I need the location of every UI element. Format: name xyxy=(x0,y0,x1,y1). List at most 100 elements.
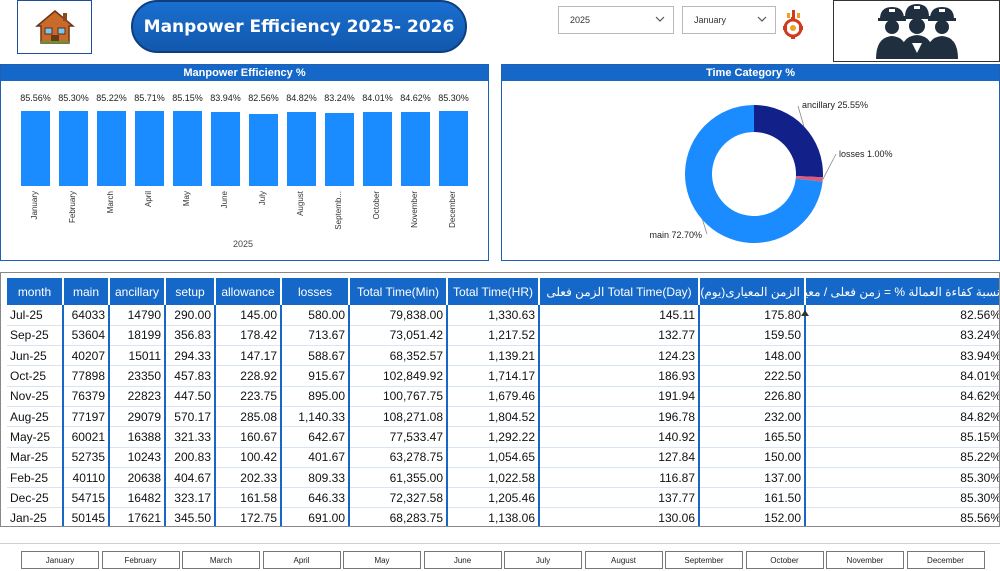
table-cell: May-25 xyxy=(7,426,64,448)
table-row[interactable]: Mar-25 52735 10243 200.83 100.42 401.67 63,278… xyxy=(7,447,999,468)
table-row[interactable]: Dec-25 54715 16482 323.17 161.58 646.33 72,327… xyxy=(7,487,999,509)
efficiency-bar[interactable] xyxy=(135,110,164,186)
donut-leader-line xyxy=(797,105,805,127)
donut-slice-main[interactable] xyxy=(685,105,823,244)
table-row[interactable]: Sep-25 53604 18199 356.83 178.42 713.67 73,051… xyxy=(7,325,999,347)
table-cell: Jul-25 xyxy=(7,305,64,326)
table-row[interactable]: Jan-25 50145 17621 345.50 172.75 691.00 68,283… xyxy=(7,507,999,526)
slicer-month-march[interactable]: March xyxy=(182,551,260,569)
x-tick-label: April xyxy=(143,191,153,208)
table-cell: 580.00 xyxy=(281,305,350,326)
slicer-month-april[interactable]: April xyxy=(262,551,341,569)
efficiency-bar[interactable] xyxy=(439,111,468,186)
column-header[interactable]: ancillary xyxy=(109,278,166,305)
table-cell: 345.50 xyxy=(165,507,216,526)
donut-label-main: main 72.70% xyxy=(649,230,702,240)
table-cell: Feb-25 xyxy=(7,467,64,489)
column-header[interactable]: allowance xyxy=(215,278,282,305)
table-cell: 1,205.46 xyxy=(447,487,540,509)
table-row[interactable]: Oct-25 77898 23350 457.83 228.92 915.67 102,84… xyxy=(7,365,999,387)
table-cell: 53604 xyxy=(63,325,110,347)
table-cell: 915.67 xyxy=(281,365,350,387)
table-row[interactable]: Nov-25 76379 22823 447.50 223.75 895.00 100,76… xyxy=(7,386,999,407)
efficiency-bar[interactable] xyxy=(173,111,202,186)
slicer-month-december[interactable]: December xyxy=(906,551,985,569)
x-tick-label: August xyxy=(295,191,305,216)
column-header[interactable]: main xyxy=(63,278,110,305)
slicer-month-october[interactable]: October xyxy=(745,551,824,569)
table-cell: 10243 xyxy=(109,447,166,468)
bar-data-label: 83.94% xyxy=(210,93,241,103)
table-cell: 17621 xyxy=(109,507,166,526)
bar-data-label: 85.56% xyxy=(20,93,51,103)
column-header[interactable]: month xyxy=(7,278,64,305)
table-cell: 223.75 xyxy=(215,386,282,407)
bar-data-label: 84.62% xyxy=(400,93,431,103)
sort-indicator-icon[interactable] xyxy=(801,303,809,316)
donut-leader-line xyxy=(702,219,708,235)
x-tick-label: December xyxy=(447,191,457,228)
table-cell: 18199 xyxy=(109,325,166,347)
month-slicer: January February March April May June July Augu… xyxy=(0,543,1000,571)
x-tick-label: February xyxy=(67,191,77,224)
efficiency-bar[interactable] xyxy=(21,110,50,186)
gear-icon[interactable] xyxy=(781,9,805,39)
column-header[interactable]: Total Time(HR) xyxy=(447,278,540,305)
table-cell: 108,271.08 xyxy=(349,406,448,428)
slicer-month-june[interactable]: June xyxy=(423,551,502,569)
table-cell: 186.93 xyxy=(539,365,700,387)
efficiency-bar[interactable] xyxy=(287,111,316,186)
table-row[interactable]: Jul-25 64033 14790 290.00 145.00 580.00 79,838… xyxy=(7,305,999,326)
column-header[interactable]: Total Time(Day) الزمن فعلى xyxy=(539,278,700,305)
efficiency-bar[interactable] xyxy=(97,111,126,186)
column-header[interactable]: setup xyxy=(165,278,216,305)
table-cell: 82.56% xyxy=(805,305,999,326)
efficiency-bar[interactable] xyxy=(211,112,240,186)
donut-leader-line xyxy=(822,153,837,180)
slicer-month-february[interactable]: February xyxy=(101,551,180,569)
table-cell: 63,278.75 xyxy=(349,447,448,468)
slicer-month-november[interactable]: November xyxy=(826,551,904,569)
column-header[interactable]: losses xyxy=(281,278,350,305)
table-cell: 124.23 xyxy=(539,345,700,367)
donut-label-losses: losses 1.00% xyxy=(839,149,893,159)
chevron-down-icon xyxy=(757,16,767,22)
table-cell: 83.24% xyxy=(805,325,999,347)
slicer-month-august[interactable]: August xyxy=(584,551,663,569)
x-tick-label: November xyxy=(409,191,419,228)
table-cell: 72,327.58 xyxy=(349,487,448,509)
efficiency-bar[interactable] xyxy=(325,112,354,186)
chevron-down-icon xyxy=(655,16,665,22)
efficiency-bar[interactable] xyxy=(363,112,392,186)
table-row[interactable]: May-25 60021 16388 321.33 160.67 642.67 77,533… xyxy=(7,426,999,448)
table-row[interactable]: Feb-25 40110 20638 404.67 202.33 809.33 61,355… xyxy=(7,467,999,489)
table-cell: 61,355.00 xyxy=(349,467,448,489)
home-button[interactable] xyxy=(17,0,92,54)
month-select[interactable]: January xyxy=(682,6,776,34)
column-header[interactable]: الزمن المعيارى(يوم) xyxy=(699,278,806,305)
bar-data-label: 85.30% xyxy=(438,93,469,103)
table-cell: 226.80 xyxy=(699,386,806,407)
bar-data-label: 85.71% xyxy=(134,93,165,103)
bar-data-label: 83.24% xyxy=(324,93,355,103)
table-cell: 1,022.58 xyxy=(447,467,540,489)
donut-slice-ancillary[interactable] xyxy=(754,105,823,178)
efficiency-bar[interactable] xyxy=(59,111,88,186)
slicer-month-january[interactable]: January xyxy=(21,551,99,569)
slicer-month-september[interactable]: September xyxy=(665,551,743,569)
efficiency-bar[interactable] xyxy=(249,113,278,186)
column-header[interactable]: نسبة كفاءة العمالة % = زمن فعلى / معيارى xyxy=(805,278,999,305)
slicer-month-july[interactable]: July xyxy=(504,551,582,569)
bar-data-label: 84.01% xyxy=(362,93,393,103)
year-select[interactable]: 2025 xyxy=(558,6,674,34)
column-header[interactable]: Total Time(Min) xyxy=(349,278,448,305)
slicer-month-may[interactable]: May xyxy=(343,551,421,569)
efficiency-chart-title: Manpower Efficiency % xyxy=(1,65,488,81)
table-cell: 191.94 xyxy=(539,386,700,407)
table-row[interactable]: Aug-25 77197 29079 570.17 285.08 1,140.33 108,… xyxy=(7,406,999,428)
table-cell: 588.67 xyxy=(281,345,350,367)
x-tick-label: June xyxy=(219,191,229,209)
table-row[interactable]: Jun-25 40207 15011 294.33 147.17 588.67 68,352… xyxy=(7,345,999,367)
efficiency-bar[interactable] xyxy=(401,111,430,186)
donut-slice-losses[interactable] xyxy=(795,175,823,182)
